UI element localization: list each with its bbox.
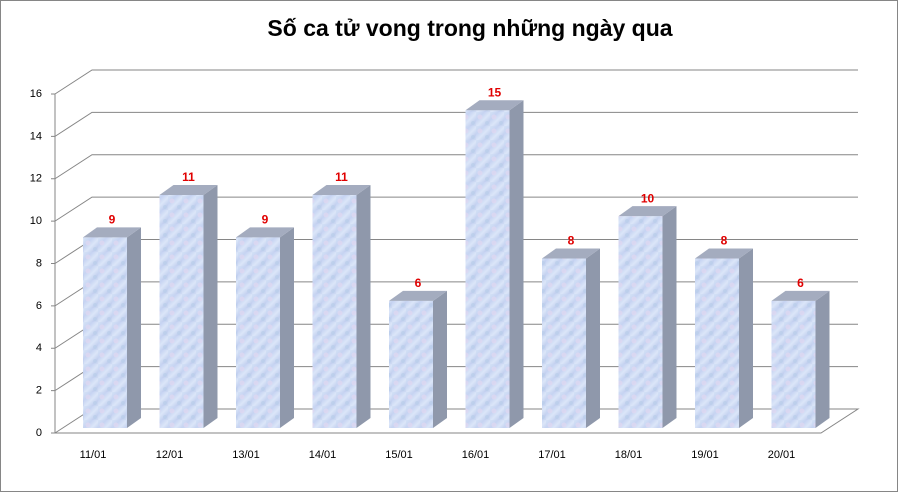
bar (159, 184, 218, 428)
x-tick-label: 14/01 (309, 449, 337, 461)
bar-front (465, 110, 510, 428)
y-tick-label: 4 (36, 342, 42, 354)
bar-top (542, 248, 600, 259)
bar (542, 248, 600, 428)
bar-side (127, 227, 141, 428)
bar-top (465, 100, 524, 111)
bar-front (618, 216, 663, 428)
bar (236, 227, 294, 428)
bar-front (312, 194, 357, 428)
bar-side (280, 227, 294, 428)
data-label: 9 (109, 212, 116, 226)
data-label: 15 (488, 85, 502, 99)
y-tick-label: 12 (30, 173, 42, 185)
bar-side (739, 248, 753, 428)
bar (695, 248, 753, 428)
bar (83, 227, 141, 428)
floor (53, 408, 860, 434)
bar-top (159, 184, 218, 195)
y-tick-label: 14 (30, 130, 42, 142)
bar (618, 206, 677, 428)
data-label: 9 (262, 212, 269, 226)
y-tick-label: 16 (30, 88, 42, 100)
bar (389, 290, 447, 428)
bar-front (389, 300, 433, 428)
x-tick-label: 15/01 (385, 449, 413, 461)
x-tick-label: 17/01 (538, 449, 566, 461)
data-label: 8 (721, 234, 728, 248)
bar (312, 184, 371, 428)
bar-top (389, 290, 447, 301)
bar-top (236, 227, 294, 238)
data-label: 11 (182, 170, 195, 184)
bar (771, 290, 830, 428)
grid-line (54, 154, 858, 180)
bar-front (83, 237, 127, 428)
bar-top (312, 184, 371, 195)
bar-front (695, 258, 739, 428)
bar-front (236, 237, 280, 428)
data-label: 8 (568, 234, 575, 248)
grid-line (54, 69, 858, 95)
bar-side (356, 184, 371, 428)
data-label: 6 (415, 276, 422, 290)
grid-line (54, 111, 858, 137)
bar-top (83, 227, 141, 238)
x-tick-label: 16/01 (462, 449, 490, 461)
y-tick-label: 0 (36, 427, 42, 439)
data-label: 6 (797, 276, 804, 290)
bar-top (771, 290, 830, 301)
bar-side (203, 184, 218, 428)
bar-side (815, 290, 830, 428)
y-tick-label: 10 (30, 215, 42, 227)
x-tick-label: 11/01 (80, 449, 107, 461)
bar-front (771, 300, 816, 428)
bar (465, 100, 524, 428)
x-tick-label: 13/01 (232, 449, 260, 461)
x-tick-label: 19/01 (691, 449, 719, 461)
bar-front (159, 194, 204, 428)
bar-side (662, 206, 677, 428)
bar-side (433, 290, 447, 428)
y-tick-label: 8 (36, 257, 42, 269)
grid-line (54, 196, 858, 222)
x-tick-label: 12/01 (156, 449, 184, 461)
bar-front (542, 258, 586, 428)
y-tick-label: 2 (36, 385, 42, 397)
bar-side (509, 100, 524, 428)
x-tick-label: 18/01 (615, 449, 643, 461)
data-label: 11 (335, 170, 348, 184)
bar-top (618, 206, 677, 217)
y-tick-label: 6 (36, 300, 42, 312)
bar-top (695, 248, 753, 259)
bar-side (586, 248, 600, 428)
data-label: 10 (641, 191, 655, 205)
chart-title: Số ca tử vong trong những ngày qua (267, 15, 672, 41)
x-tick-label: 20/01 (768, 449, 796, 461)
